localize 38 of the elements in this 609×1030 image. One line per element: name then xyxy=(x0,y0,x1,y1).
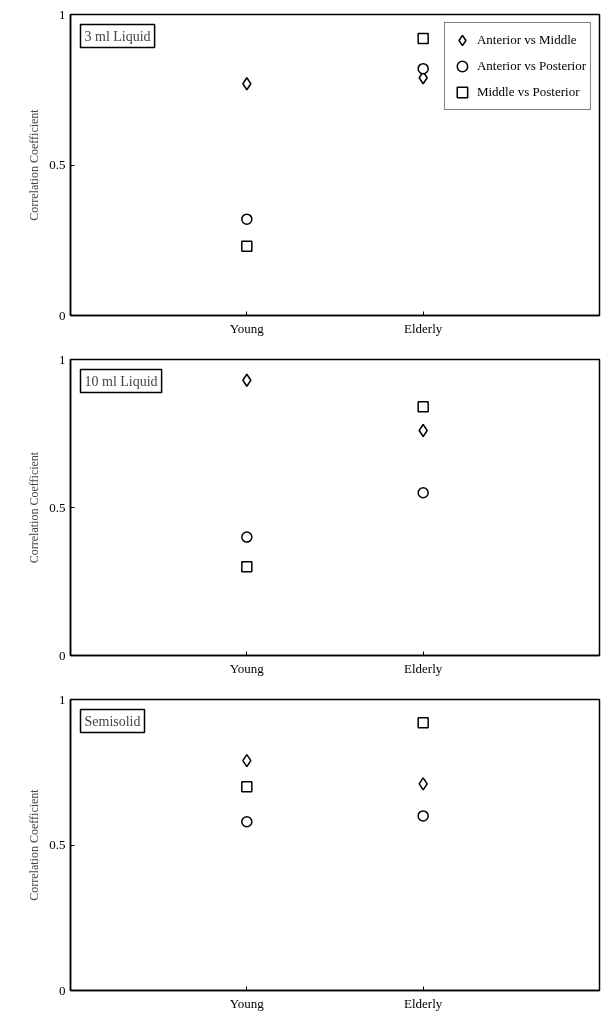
point xyxy=(417,810,429,822)
y-tick-label: 0.5 xyxy=(49,157,66,172)
point xyxy=(417,486,429,499)
point xyxy=(241,781,253,793)
y-tick-label: 0 xyxy=(59,307,66,323)
y-tick-label: 1 xyxy=(59,6,66,22)
x-tick-label: Elderly xyxy=(404,320,443,336)
y-tick-label: 0.5 xyxy=(49,499,66,515)
legend-label: Middle vs Posterior xyxy=(476,84,580,100)
y-axis-title: Correlation Coefficient xyxy=(27,451,42,564)
y-axis-title: Correlation Coefficient xyxy=(27,108,42,221)
point xyxy=(242,373,252,387)
x-tick-label: Young xyxy=(229,660,265,676)
y-tick-label: 1 xyxy=(59,691,66,707)
legend-label: Anterior vs Middle xyxy=(476,32,577,48)
point xyxy=(241,531,253,543)
y-tick-label: 0.5 xyxy=(49,837,66,852)
y-axis-title: Correlation Coefficient xyxy=(27,788,42,901)
annotation: 10 ml Liquid xyxy=(84,373,158,389)
x-tick-label: Young xyxy=(229,995,265,1011)
legend-label: Anterior vs Posterior xyxy=(476,58,586,74)
x-tick-label: Young xyxy=(229,320,265,336)
y-tick-label: 0 xyxy=(59,647,66,663)
annotation: 3 ml Liquid xyxy=(84,28,151,44)
x-tick-label: Elderly xyxy=(404,660,443,676)
point xyxy=(417,62,429,75)
x-tick-label: Elderly xyxy=(404,995,443,1011)
point xyxy=(241,213,253,225)
y-tick-label: 1 xyxy=(59,351,66,367)
point xyxy=(241,240,253,253)
y-tick-label: 0 xyxy=(59,982,66,998)
point xyxy=(241,815,253,828)
point xyxy=(417,401,429,413)
point xyxy=(417,717,429,729)
point xyxy=(241,560,253,573)
point xyxy=(417,32,429,45)
point xyxy=(418,777,428,791)
annotation: Semisolid xyxy=(84,713,141,729)
